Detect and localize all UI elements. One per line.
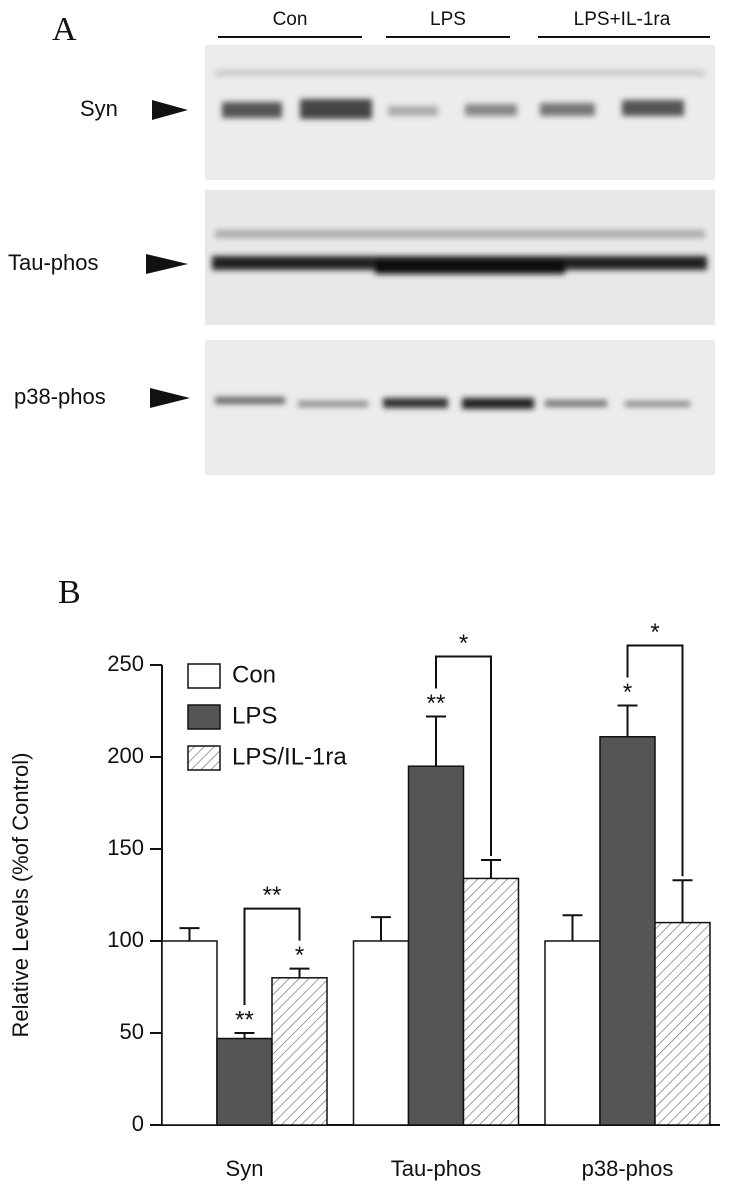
error-bar <box>617 704 638 737</box>
panel-label: B <box>58 574 81 611</box>
group-label: LPS <box>430 9 466 30</box>
error-bar <box>289 967 310 978</box>
error-bar <box>481 859 501 879</box>
row-label: p38-phos <box>14 384 106 409</box>
error-bar <box>562 914 583 941</box>
error-bar <box>371 916 391 941</box>
legend-label: LPS <box>232 702 277 729</box>
x-tick-label: Syn <box>226 1156 264 1181</box>
bar <box>654 921 711 1126</box>
bracket <box>435 655 492 857</box>
lane-headers: Con LPS LPS+IL-1ra <box>218 9 710 38</box>
significance-label: ** <box>235 1006 254 1033</box>
bar <box>599 736 656 1126</box>
significance-label: * <box>295 942 304 969</box>
y-axis-title: Relative Levels (%of Control) <box>8 753 33 1038</box>
error-bar <box>234 1032 255 1039</box>
legend-swatch <box>187 663 221 689</box>
bar <box>161 940 218 1126</box>
y-tick-label: 150 <box>107 835 144 860</box>
bar <box>216 1037 273 1126</box>
group-label: Con <box>273 9 308 30</box>
bar <box>462 877 520 1126</box>
bar <box>407 765 465 1126</box>
bracket <box>243 907 301 1005</box>
error-bar <box>179 927 200 941</box>
bracket-label: ** <box>263 882 282 909</box>
row-label: Syn <box>80 96 118 121</box>
y-tick-label: 50 <box>120 1019 144 1044</box>
bracket <box>626 644 684 877</box>
group-label: LPS+IL-1ra <box>574 9 671 30</box>
x-tick-label: p38-phos <box>582 1156 674 1181</box>
row-label: Tau-phos <box>8 250 99 275</box>
bar <box>544 940 601 1126</box>
y-tick-label: 200 <box>107 743 144 768</box>
error-bar <box>672 879 693 923</box>
significance-label: * <box>623 679 632 706</box>
legend-swatch <box>187 745 221 771</box>
significance-label: ** <box>427 690 446 717</box>
y-tick-label: 250 <box>107 651 144 676</box>
legend-label: LPS/IL-1ra <box>232 743 347 770</box>
panel-label: A <box>52 11 77 48</box>
y-tick-label: 0 <box>132 1111 144 1136</box>
bracket-label: * <box>459 630 468 657</box>
legend-swatch <box>187 704 221 730</box>
bar <box>271 977 328 1126</box>
bar <box>352 940 410 1126</box>
error-bar <box>426 715 446 767</box>
y-tick-label: 100 <box>107 927 144 952</box>
blots <box>205 45 715 475</box>
legend-label: Con <box>232 661 276 688</box>
x-tick-label: Tau-phos <box>391 1156 482 1181</box>
bracket-label: * <box>650 619 659 646</box>
